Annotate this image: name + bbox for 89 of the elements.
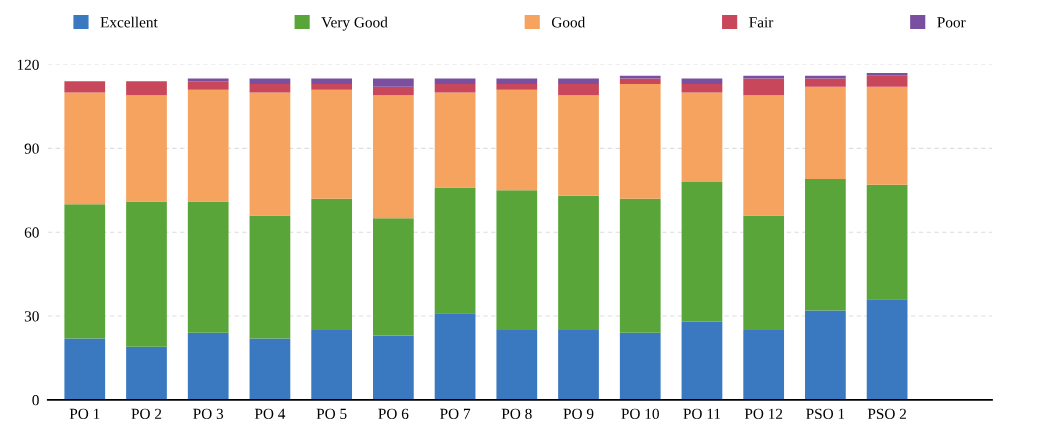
bar	[681, 78, 723, 85]
bar	[619, 84, 661, 199]
bar	[743, 95, 785, 216]
bar	[311, 198, 353, 331]
bar	[249, 215, 291, 339]
bar	[681, 92, 723, 182]
bar	[373, 78, 414, 87]
y-tick-label: 0	[32, 395, 39, 406]
bar	[434, 313, 476, 400]
x-tick-label: PO 11	[683, 408, 721, 419]
bar	[311, 84, 353, 90]
bar	[373, 95, 414, 219]
bar	[558, 78, 599, 85]
bar	[311, 330, 353, 400]
bar	[187, 201, 229, 333]
bar	[64, 92, 106, 205]
bar	[126, 95, 167, 202]
bar	[373, 86, 414, 96]
x-tick-label: PO 12	[744, 408, 783, 419]
bar	[249, 338, 291, 400]
bar	[496, 190, 538, 331]
bar	[496, 78, 538, 85]
bar	[743, 215, 785, 331]
bar	[619, 332, 661, 400]
bar	[743, 78, 785, 96]
bar	[249, 92, 291, 216]
bar	[187, 332, 229, 400]
bar	[373, 335, 414, 400]
x-tick-label: PO 6	[378, 408, 409, 419]
legend-label: Good	[551, 16, 586, 28]
bar	[64, 81, 106, 93]
legend-label: Excellent	[100, 16, 158, 28]
bar	[805, 78, 846, 87]
bar	[681, 84, 723, 93]
bar	[866, 184, 908, 300]
bar	[434, 187, 476, 314]
bar	[434, 78, 476, 85]
bar	[558, 195, 599, 331]
bar	[373, 218, 414, 336]
legend-label: Very Good	[321, 16, 388, 31]
x-tick-label: PO 2	[131, 408, 162, 419]
legend-label: Poor	[937, 17, 966, 28]
x-tick-label: PSO 2	[867, 408, 907, 419]
bar	[434, 84, 476, 93]
bar	[866, 75, 908, 87]
y-tick-label: 90	[24, 143, 39, 154]
bar	[311, 78, 353, 85]
bar	[434, 92, 476, 188]
bar	[805, 179, 846, 311]
bar	[187, 89, 229, 202]
bar	[126, 201, 167, 347]
bar	[249, 84, 291, 93]
x-tick-label: PO 4	[254, 408, 286, 419]
bar	[126, 81, 167, 96]
x-tick-label: PO 1	[69, 408, 100, 419]
bar	[805, 86, 846, 180]
x-tick-label: PO 5	[316, 408, 347, 419]
bar	[866, 86, 908, 185]
bar	[187, 78, 229, 82]
y-tick-label: 60	[24, 227, 39, 238]
bar	[64, 204, 106, 339]
bar	[126, 346, 167, 400]
bar	[866, 299, 908, 400]
bar	[558, 330, 599, 400]
bar	[619, 78, 661, 85]
bar	[805, 310, 846, 400]
bar	[187, 81, 229, 90]
bar	[496, 89, 538, 191]
x-tick-label: PO 9	[563, 408, 594, 419]
x-tick-label: PO 7	[440, 408, 471, 419]
bar	[866, 72, 908, 76]
y-tick-label: 30	[24, 311, 39, 322]
bar	[311, 89, 353, 199]
legend-label: Fair	[749, 17, 774, 28]
x-tick-label: PO 10	[621, 408, 659, 419]
bar	[681, 181, 723, 322]
bar	[558, 84, 599, 96]
bar	[558, 95, 599, 196]
bar	[681, 321, 723, 400]
x-tick-label: PSO 1	[806, 408, 845, 419]
x-tick-label: PO 8	[501, 408, 532, 419]
x-tick-label: PO 3	[193, 408, 224, 419]
bar	[496, 330, 538, 400]
bar	[249, 78, 291, 85]
bar	[619, 198, 661, 333]
bar	[496, 84, 538, 90]
bar	[64, 338, 106, 400]
y-tick-label: 120	[17, 59, 39, 70]
bar	[743, 330, 785, 400]
